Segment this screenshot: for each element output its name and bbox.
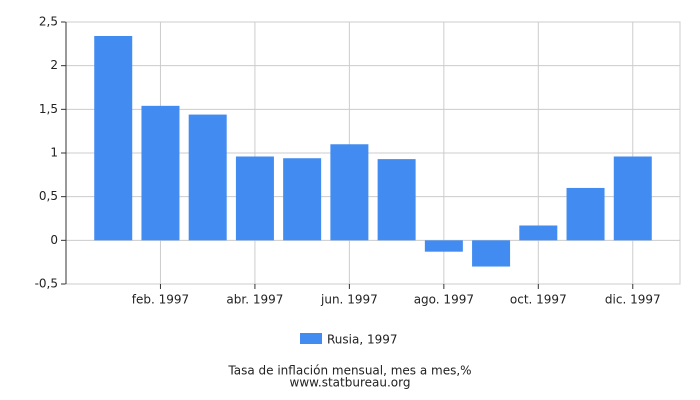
y-tick-label: 0,5 (39, 189, 58, 203)
x-tick-label: dic. 1997 (605, 293, 661, 307)
bar (377, 159, 416, 241)
y-tick-label: 1,5 (39, 102, 58, 116)
bar (519, 225, 558, 241)
legend-swatch (300, 333, 322, 344)
x-tick-label: oct. 1997 (510, 293, 567, 307)
chart-source: www.statbureau.org (290, 376, 411, 390)
x-tick-label: feb. 1997 (132, 293, 189, 307)
bar (613, 156, 652, 241)
bar (566, 187, 605, 241)
bar (141, 105, 180, 241)
bar (94, 35, 133, 241)
x-tick-label: abr. 1997 (226, 293, 283, 307)
x-tick-label: ago. 1997 (414, 293, 474, 307)
bar (472, 240, 511, 267)
bar (330, 144, 369, 241)
y-tick-label: 0 (50, 233, 58, 247)
chart-title: Tasa de inflación mensual, mes a mes,% (227, 364, 471, 378)
y-tick-label: 2,5 (39, 15, 58, 29)
y-tick-label: 1 (50, 146, 58, 160)
legend-label: Rusia, 1997 (327, 333, 398, 347)
bar (235, 156, 274, 241)
bar (283, 158, 322, 241)
x-tick-label: jun. 1997 (320, 293, 378, 307)
bar (424, 240, 463, 252)
bar (188, 114, 227, 241)
y-tick-label: 2 (50, 58, 58, 72)
y-tick-label: -0,5 (35, 277, 58, 291)
